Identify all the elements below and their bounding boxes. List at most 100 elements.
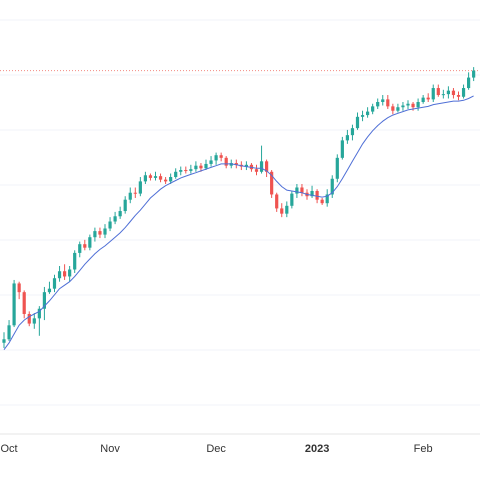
candle-body xyxy=(345,135,349,141)
x-tick-label: Dec xyxy=(206,443,226,455)
candle-body xyxy=(461,88,466,97)
candle-body xyxy=(366,111,370,116)
moving-average-line xyxy=(3,95,474,350)
candle-body xyxy=(179,170,183,172)
candle-body xyxy=(103,228,107,235)
candle-body xyxy=(446,90,450,95)
candle-body xyxy=(270,171,274,195)
candle-body xyxy=(441,94,445,96)
candle-body xyxy=(143,175,147,182)
candle-body xyxy=(386,99,390,107)
candle-body xyxy=(254,169,259,172)
candle-body xyxy=(52,278,57,289)
candle-body xyxy=(98,231,102,235)
candle-body xyxy=(355,116,360,129)
candle-body xyxy=(234,163,238,165)
candle-body xyxy=(93,231,97,238)
candle-body xyxy=(189,169,193,171)
x-tick-label: Oct xyxy=(0,443,17,455)
x-tick-label: Nov xyxy=(100,443,120,455)
candle-body xyxy=(133,192,137,194)
candle-body xyxy=(108,221,112,229)
candle-body xyxy=(396,107,400,111)
candle-body xyxy=(244,164,248,167)
candle-body xyxy=(83,244,87,248)
candle-body xyxy=(371,106,375,112)
candle-body xyxy=(280,208,284,214)
candle-body xyxy=(174,171,178,178)
candle-body xyxy=(138,181,142,194)
candle-body xyxy=(199,165,203,169)
candle-body xyxy=(219,155,223,158)
candle-body xyxy=(209,160,213,164)
candle-body xyxy=(2,339,6,343)
candle-body xyxy=(153,176,158,178)
candle-body xyxy=(416,102,420,108)
candle-body xyxy=(456,95,461,97)
candle-body xyxy=(406,103,410,106)
candle-body xyxy=(431,88,435,100)
candle-body xyxy=(148,175,153,178)
candle-body xyxy=(259,161,264,172)
candle-body xyxy=(12,283,16,326)
candle-body xyxy=(47,288,52,293)
candle-body xyxy=(57,271,62,279)
candle-body xyxy=(204,163,208,169)
candle-body xyxy=(275,194,279,209)
candle-body xyxy=(285,205,289,214)
candle-body xyxy=(68,269,72,277)
candle-body xyxy=(214,155,218,161)
candle-body xyxy=(325,194,329,204)
candle-body xyxy=(224,157,228,166)
x-tick-label: 2023 xyxy=(305,443,329,455)
candle-body xyxy=(184,170,188,172)
candle-body xyxy=(194,165,198,170)
candle-body xyxy=(295,187,299,194)
candle-body xyxy=(467,77,471,89)
candle-body xyxy=(426,97,430,100)
candle-body xyxy=(315,190,319,200)
candle-body xyxy=(376,102,380,107)
x-axis: Oct Nov Dec 2023 Feb xyxy=(0,443,432,455)
candle-body xyxy=(113,216,117,222)
candle-body xyxy=(472,70,476,78)
candle-body xyxy=(265,161,269,172)
candle-body xyxy=(401,105,405,108)
candle-body xyxy=(164,179,168,182)
candle-body xyxy=(158,176,163,180)
candle-body xyxy=(411,103,415,108)
candle-body xyxy=(37,308,41,319)
candle-body xyxy=(320,199,324,204)
candle-body xyxy=(330,178,334,195)
candle-body xyxy=(335,157,339,179)
candle-body xyxy=(360,115,365,117)
x-tick-label: Feb xyxy=(414,443,433,455)
candle-body xyxy=(381,99,385,102)
candle-body xyxy=(63,271,67,277)
candle-body xyxy=(300,187,304,193)
candle-body xyxy=(27,313,31,324)
candle-body xyxy=(421,97,425,102)
candle-body xyxy=(128,192,132,200)
candle-body xyxy=(310,190,314,197)
candle-body xyxy=(169,177,173,182)
candle-body xyxy=(436,88,440,96)
candle-body xyxy=(391,106,395,111)
grid xyxy=(0,19,480,435)
candle-body xyxy=(42,292,46,309)
candle-body xyxy=(7,325,11,340)
candle-body xyxy=(73,252,77,270)
candle-body xyxy=(350,128,355,136)
candle-body xyxy=(118,211,122,217)
candle-body xyxy=(32,318,36,324)
candle-body xyxy=(451,90,456,96)
candle-body xyxy=(340,140,344,158)
candle-body xyxy=(22,292,26,314)
candle-body xyxy=(123,199,127,212)
candle-body xyxy=(290,193,294,206)
candles xyxy=(2,67,476,348)
moving-average-layer xyxy=(3,95,474,350)
candle-body xyxy=(78,244,82,253)
candle-body xyxy=(88,237,92,248)
